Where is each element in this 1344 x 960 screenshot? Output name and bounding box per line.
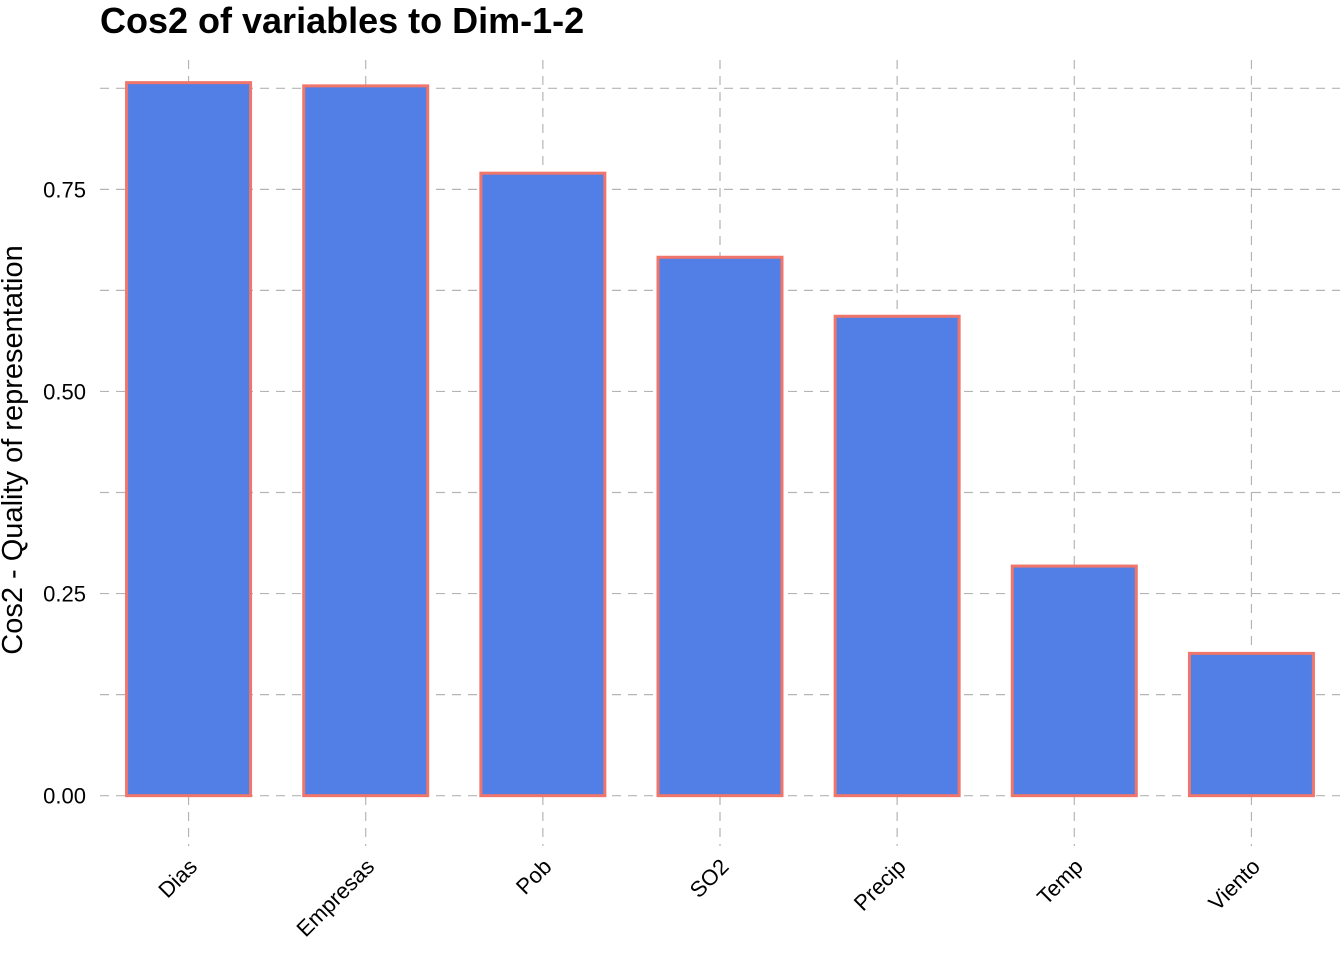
x-tick-label: Temp <box>1032 854 1088 910</box>
x-tick-label: Viento <box>1203 854 1265 916</box>
bar-empresas <box>302 84 430 798</box>
bar-pob <box>479 171 607 798</box>
x-tick-label: SO2 <box>685 854 734 903</box>
bar-precip <box>833 314 961 798</box>
y-tick-label: 0.25 <box>43 582 86 607</box>
x-tick-label: Empresas <box>292 854 380 942</box>
x-axis-ticks: Dias Empresas Pob SO2 Precip Temp Viento <box>153 854 1265 942</box>
bar-temp <box>1010 564 1138 798</box>
bar-so2 <box>656 255 784 798</box>
y-axis-ticks: 0.00 0.25 0.50 0.75 <box>43 177 86 808</box>
y-tick-label: 0.75 <box>43 177 86 202</box>
x-tick-label: Pob <box>511 854 556 899</box>
y-tick-label: 0.00 <box>43 784 86 809</box>
bar-viento <box>1187 651 1315 798</box>
chart-title: Cos2 of variables to Dim-1-2 <box>100 0 585 41</box>
x-tick-label: Dias <box>153 854 202 903</box>
bars <box>125 81 1315 798</box>
x-tick-label: Precip <box>849 854 911 916</box>
y-tick-label: 0.50 <box>43 379 86 404</box>
y-axis-title: Cos2 - Quality of representation <box>0 245 29 654</box>
bar-dias <box>125 81 253 798</box>
